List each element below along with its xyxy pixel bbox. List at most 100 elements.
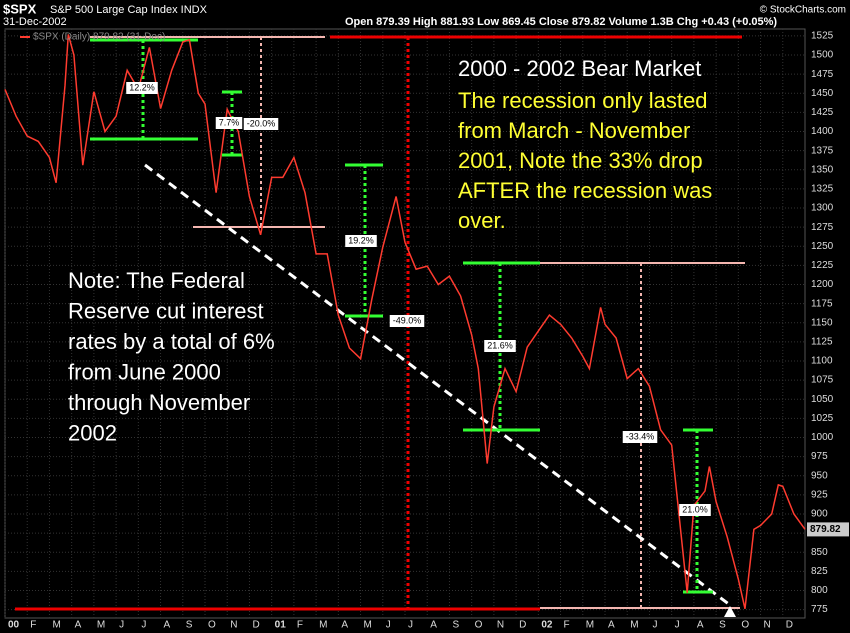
- x-tick-label: M: [319, 620, 327, 631]
- date: 31-Dec-2002: [3, 16, 67, 28]
- last-value-box: [807, 522, 849, 537]
- percent-label: 12.2%: [129, 82, 155, 92]
- percent-label: -49.0%: [393, 315, 422, 325]
- percent-box: [345, 235, 377, 247]
- y-tick-label: 1375: [811, 145, 834, 156]
- recession-note: 2001, Note the 33% drop: [458, 148, 703, 173]
- x-tick-label: S: [452, 620, 459, 631]
- quote: Open 879.39 High 881.93 Low 869.45 Close…: [345, 16, 777, 28]
- fed-note: Reserve cut interest: [68, 298, 264, 323]
- percent-box: [622, 431, 658, 443]
- x-tick-label: D: [252, 620, 259, 631]
- fed-note: through November: [68, 390, 250, 415]
- x-tick-label: M: [630, 620, 638, 631]
- percent-label: -20.0%: [247, 118, 276, 128]
- x-tick-label: J: [675, 620, 680, 631]
- chart-subtitle: S&P 500 Large Cap Index INDX: [50, 4, 208, 16]
- x-tick-label: O: [475, 620, 483, 631]
- x-tick-label: N: [764, 620, 771, 631]
- fed-note: rates by a total of 6%: [68, 329, 275, 354]
- x-tick-label: J: [652, 620, 657, 631]
- y-tick-label: 1275: [811, 222, 834, 233]
- percent-box: [215, 117, 243, 129]
- percent-label: 7.7%: [219, 117, 240, 127]
- y-tick-label: 800: [811, 585, 828, 596]
- percent-label: 19.2%: [348, 235, 374, 245]
- x-tick-label: N: [497, 620, 504, 631]
- x-tick-label: J: [141, 620, 146, 631]
- y-tick-label: 1475: [811, 69, 834, 80]
- x-tick-label: 01: [275, 620, 287, 631]
- percent-box: [484, 340, 516, 352]
- last-value-label: 879.82: [810, 524, 841, 535]
- y-tick-label: 1025: [811, 413, 834, 424]
- x-tick-label: M: [586, 620, 594, 631]
- x-tick-label: M: [364, 620, 372, 631]
- x-tick-label: J: [408, 620, 413, 631]
- x-tick-label: M: [52, 620, 60, 631]
- x-tick-label: F: [30, 620, 36, 631]
- y-tick-label: 1075: [811, 375, 834, 386]
- x-tick-label: 02: [541, 620, 553, 631]
- x-tick-label: 00: [8, 620, 20, 631]
- y-tick-label: 1125: [811, 336, 833, 347]
- y-tick-label: 1300: [811, 203, 834, 214]
- x-tick-label: A: [608, 620, 615, 631]
- recession-note: from March - November: [458, 118, 690, 143]
- fed-note: from June 2000: [68, 359, 221, 384]
- y-tick-label: 950: [811, 470, 828, 481]
- x-tick-label: A: [75, 620, 82, 631]
- x-tick-label: S: [719, 620, 726, 631]
- x-tick-label: A: [341, 620, 348, 631]
- x-tick-label: S: [186, 620, 193, 631]
- y-tick-label: 925: [811, 489, 828, 500]
- y-tick-label: 1150: [811, 317, 833, 328]
- credit: © StockCharts.com: [760, 5, 846, 16]
- x-tick-label: A: [697, 620, 704, 631]
- y-tick-label: 975: [811, 451, 828, 462]
- price-layer: [4, 34, 806, 609]
- percent-box: [243, 118, 279, 130]
- fed-note: 2002: [68, 420, 117, 445]
- labels-layer: 7758008258508759009259509751000102510501…: [8, 31, 849, 631]
- x-tick-label: D: [786, 620, 793, 631]
- fed-note: Note: The Federal: [68, 268, 245, 293]
- y-tick-label: 825: [811, 566, 828, 577]
- y-tick-label: 1200: [811, 279, 834, 290]
- percent-label: -33.4%: [626, 431, 655, 441]
- recession-note: The recession only lasted: [458, 88, 707, 113]
- y-tick-label: 1000: [811, 432, 834, 443]
- y-tick-label: 1500: [811, 50, 834, 61]
- trend-line: [144, 163, 731, 607]
- legend-label: $SPX (Daily) 879.82 (31-Dec): [33, 32, 165, 43]
- y-tick-label: 1400: [811, 126, 834, 137]
- x-tick-label: A: [164, 620, 171, 631]
- percent-box: [389, 315, 425, 327]
- y-tick-label: 1425: [811, 107, 834, 118]
- headline: 2000 - 2002 Bear Market: [458, 56, 701, 81]
- x-tick-label: O: [741, 620, 749, 631]
- price-line: [4, 34, 806, 609]
- x-tick-label: F: [297, 620, 303, 631]
- y-tick-label: 900: [811, 509, 828, 520]
- x-tick-label: A: [430, 620, 437, 631]
- marker: [724, 606, 736, 617]
- x-tick-label: D: [519, 620, 526, 631]
- chart-title: $SPX: [3, 1, 37, 16]
- y-tick-label: 775: [811, 604, 828, 615]
- x-tick-label: J: [119, 620, 124, 631]
- percent-label: 21.6%: [487, 340, 513, 350]
- percent-box: [126, 82, 158, 94]
- y-tick-label: 1325: [811, 184, 834, 195]
- y-tick-label: 1225: [811, 260, 834, 271]
- y-tick-label: 1525: [811, 31, 834, 42]
- x-tick-label: N: [230, 620, 237, 631]
- y-tick-label: 1450: [811, 88, 834, 99]
- percent-box: [679, 504, 711, 516]
- x-tick-label: M: [97, 620, 105, 631]
- recession-note: AFTER the recession was: [458, 178, 712, 203]
- percent-label: 21.0%: [682, 504, 708, 514]
